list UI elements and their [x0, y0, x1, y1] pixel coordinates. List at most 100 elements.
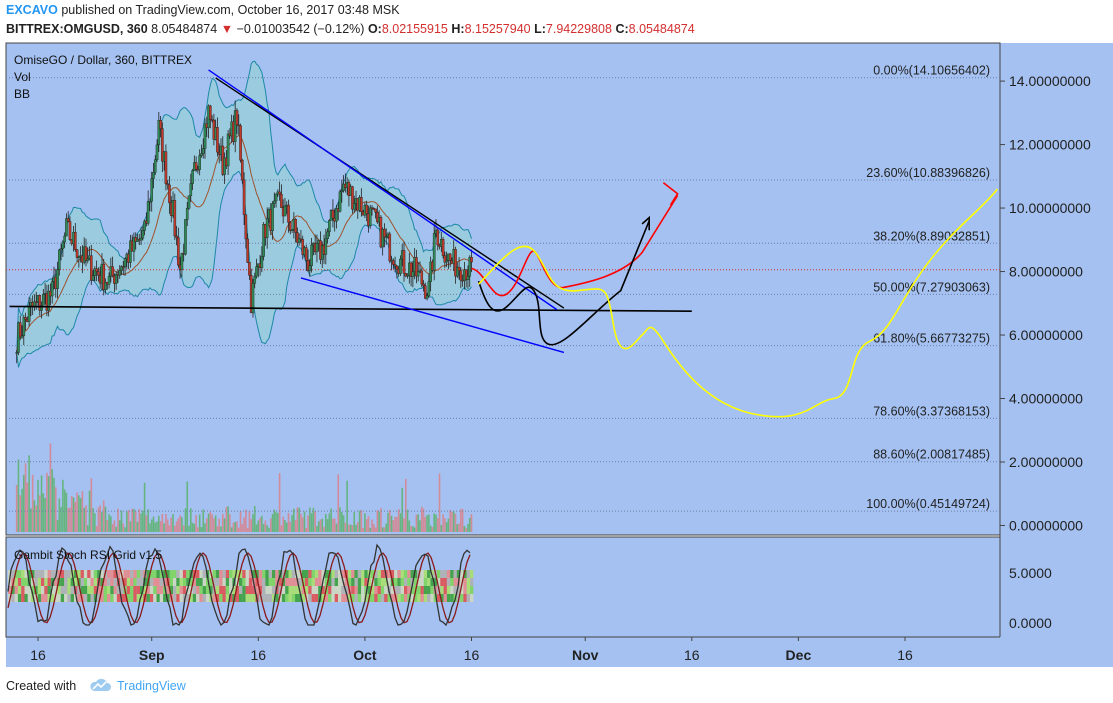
stoch-grid-cell [440, 570, 444, 578]
fib-level-label: 38.20%(8.89032851) [873, 229, 990, 243]
tradingview-cloud-icon[interactable] [88, 677, 112, 693]
candle-body [274, 193, 278, 202]
stoch-grid-cell [225, 594, 230, 602]
candle-body [68, 221, 72, 240]
stoch-grid-cell [275, 586, 279, 594]
price-axis[interactable] [1000, 43, 1113, 637]
black-trendline [215, 77, 565, 309]
stoch-grid-cell [262, 594, 266, 602]
volume-bar [456, 524, 459, 532]
volume-bar [252, 514, 254, 532]
stoch-grid-cell [17, 586, 22, 594]
volume-bar [342, 515, 345, 532]
stoch-grid-cell [440, 594, 444, 602]
candle-body [58, 249, 61, 270]
volume-bar [348, 524, 350, 532]
stoch-grid-cell [24, 594, 28, 602]
stoch-grid-cell [159, 594, 164, 602]
volume-bar [65, 492, 68, 532]
volume-bar [230, 527, 233, 532]
stoch-grid-cell [100, 570, 104, 578]
volume-bar [158, 515, 160, 532]
volume-bar [349, 524, 352, 532]
volume-bar [372, 523, 375, 532]
volume-bar [225, 507, 228, 532]
volume-bar [143, 482, 146, 532]
stoch-grid-cell [41, 578, 45, 586]
stoch-grid-cell [321, 586, 325, 594]
stoch-grid-cell [21, 570, 25, 578]
volume-bar [221, 514, 224, 532]
stoch-rsi-label[interactable]: Gambit Stoch RSI Grid v1.5 [14, 548, 163, 562]
stoch-grid-cell [34, 570, 38, 578]
high-label: H: [451, 22, 465, 36]
stoch-grid-cell [423, 578, 428, 586]
stoch-grid-cell [41, 570, 45, 578]
author-link[interactable]: EXCAVO [6, 3, 58, 17]
stoch-grid-cell [215, 570, 220, 578]
bb-indicator-label[interactable]: BB [14, 87, 31, 101]
candle-body [111, 266, 114, 277]
main-plot-area[interactable] [5, 42, 1001, 536]
stoch-grid-cell [298, 594, 302, 602]
price-chart[interactable]: 0.00%(14.10656402) 23.60%(10.88396826) 38.… [0, 40, 1113, 667]
volume-bar [278, 473, 281, 532]
stoch-grid-cell [199, 578, 203, 586]
stoch-grid-cell [420, 578, 424, 586]
chart-title: OmiseGO / Dollar, 360, BITTREX [14, 53, 193, 67]
stoch-grid-cell [116, 570, 121, 578]
stoch-grid-cell [192, 594, 197, 602]
stoch-grid-cell [380, 578, 385, 586]
volume-bar [200, 526, 203, 532]
volume-bar [326, 519, 329, 532]
volume-indicator-label[interactable]: Vol [14, 70, 31, 84]
volume-bar [422, 508, 425, 532]
volume-bar [245, 509, 247, 532]
volume-bar [277, 512, 279, 532]
stoch-grid-cell [219, 578, 223, 586]
volume-bar [444, 518, 446, 532]
stoch-grid-cell [397, 594, 401, 602]
volume-bar [177, 518, 180, 532]
candle-body [102, 263, 106, 291]
low-label: L: [534, 22, 546, 36]
candle-body [198, 155, 201, 170]
stoch-grid-cell [248, 578, 253, 586]
time-axis[interactable] [6, 637, 1113, 667]
stoch-grid-cell [437, 578, 441, 586]
tradingview-brand-link[interactable]: TradingView [117, 679, 186, 693]
volume-bar [420, 506, 423, 532]
stoch-grid-cell [80, 570, 84, 578]
volume-bar [193, 523, 196, 532]
stoch-grid-cell [123, 570, 127, 578]
price-tick-label: 14.00000000 [1009, 73, 1091, 89]
stoch-grid-cell [305, 586, 309, 594]
stoch-grid-cell [301, 594, 305, 602]
volume-bar [184, 508, 187, 532]
volume-bar [243, 517, 245, 532]
candle-body [470, 256, 473, 263]
candle-body [107, 276, 111, 285]
stoch-grid-cell [338, 570, 342, 578]
stoch-grid-cell [17, 570, 22, 578]
volume-bar [415, 514, 418, 532]
volume-bar [285, 522, 288, 532]
high-value: 8.15257940 [464, 22, 531, 36]
stoch-grid-cell [212, 570, 216, 578]
volume-bar [374, 527, 377, 532]
stoch-grid-cell [466, 586, 470, 594]
stoch-grid-cell [202, 570, 206, 578]
candle-body [393, 264, 397, 267]
stoch-grid-cell [268, 586, 272, 594]
stoch-grid-cell [311, 586, 315, 594]
stoch-grid-cell [126, 570, 131, 578]
candle-body [454, 249, 457, 277]
stoch-grid-cell [163, 594, 167, 602]
stoch-grid-cell [163, 586, 167, 594]
volume-bar [440, 525, 443, 532]
candle-body [65, 218, 68, 237]
stoch-grid-cell [110, 594, 114, 602]
volume-bar [412, 526, 414, 532]
candle-body [251, 283, 255, 314]
bb-upper-line [16, 60, 472, 353]
